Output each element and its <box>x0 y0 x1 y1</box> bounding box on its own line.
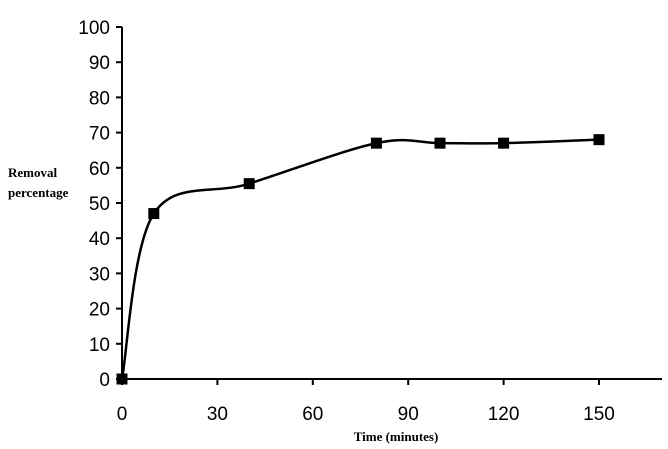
x-tick-label-120: 120 <box>488 404 520 425</box>
x-axis-title: Time (minutes) <box>354 429 439 444</box>
y-tick-label-10: 10 <box>89 335 110 356</box>
x-tick-label-0: 0 <box>117 404 128 425</box>
y-tick-label-30: 30 <box>89 264 110 285</box>
y-axis-title-line-2: percentage <box>8 185 69 200</box>
data-point-80 <box>370 137 382 149</box>
x-axis: 0 30 60 90 120 150 <box>117 378 662 425</box>
data-point-120 <box>498 137 510 149</box>
y-tick-label-20: 20 <box>89 300 110 321</box>
y-tick-label-0: 0 <box>99 370 110 391</box>
data-point-10 <box>148 208 160 220</box>
x-tick-label-90: 90 <box>398 404 419 425</box>
y-tick-label-60: 60 <box>89 159 110 180</box>
y-tick-label-80: 80 <box>89 88 110 109</box>
y-tick-label-90: 90 <box>89 53 110 74</box>
y-tick-label-50: 50 <box>89 194 110 215</box>
data-point-150 <box>593 134 605 146</box>
data-point-0 <box>116 373 128 385</box>
series-line-0 <box>120 138 600 380</box>
series-group <box>116 134 605 385</box>
data-point-100 <box>434 137 446 149</box>
x-tick-label-150: 150 <box>583 404 615 425</box>
x-tick-label-60: 60 <box>302 404 323 425</box>
y-axis: 0 10 20 30 40 50 60 70 80 90 100 <box>78 18 123 391</box>
y-axis-title-line-1: Removal <box>8 165 57 180</box>
x-tick-label-30: 30 <box>207 404 228 425</box>
y-tick-label-100: 100 <box>78 18 110 39</box>
data-point-40 <box>243 178 255 190</box>
y-tick-label-40: 40 <box>89 229 110 250</box>
y-tick-label-70: 70 <box>89 124 110 145</box>
